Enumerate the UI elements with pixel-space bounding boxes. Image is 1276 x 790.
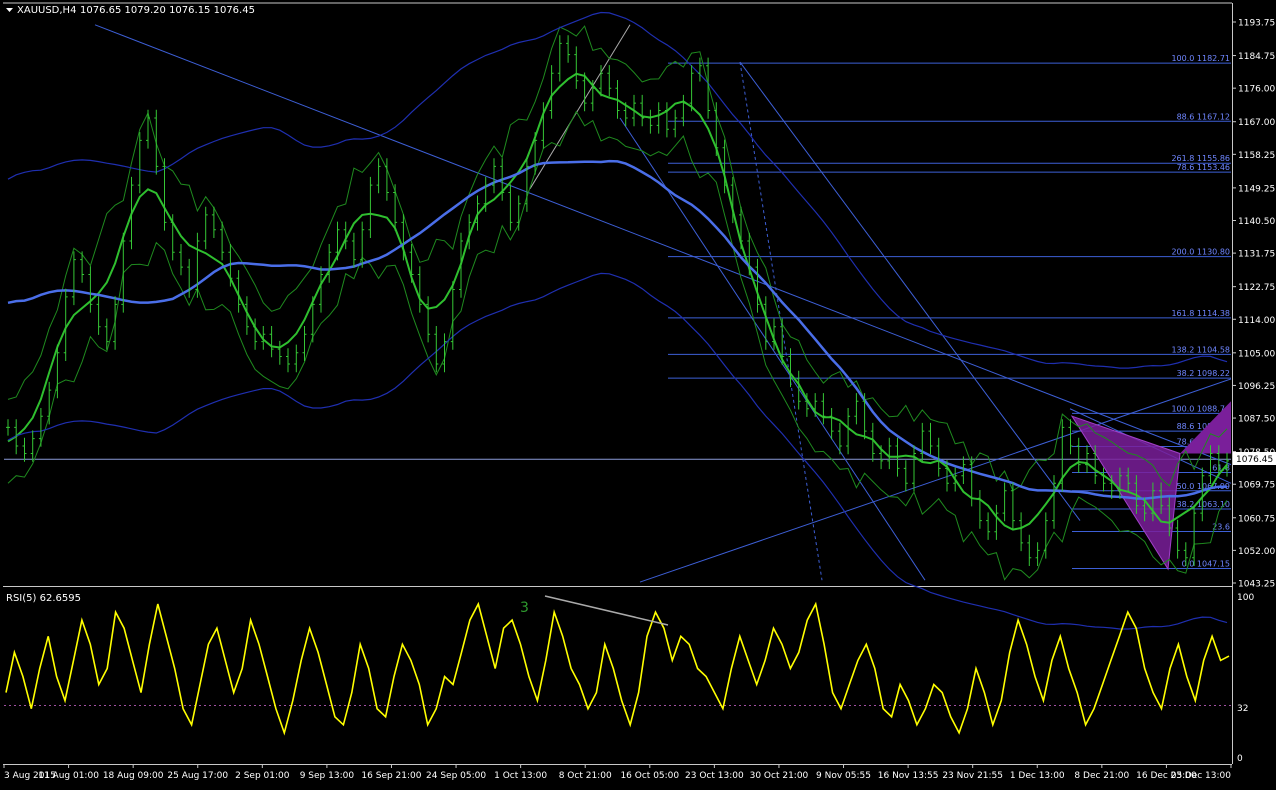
symbol-label: XAUUSD,H4 (17, 5, 76, 16)
price-tick-label: 1193.75 (1238, 19, 1275, 29)
fib-level-label: 161.8 1114.38 (1171, 309, 1230, 318)
price-tick-label: 1052.00 (1238, 547, 1275, 557)
time-tick-label: 1 Oct 13:00 (494, 771, 547, 781)
price-tick-label: 1176.00 (1238, 85, 1275, 95)
time-tick-label: 30 Oct 21:00 (750, 771, 809, 781)
price-bars-layer (6, 35, 1229, 566)
time-tick-label: 25 Aug 17:00 (167, 771, 228, 781)
time-tick-label: 11 Aug 01:00 (38, 771, 99, 781)
price-tick-label: 1043.25 (1238, 580, 1275, 590)
ohlc-readout: 1076.65 1079.20 1076.15 1076.45 (80, 5, 255, 16)
rsi-level-high: 100 (1237, 593, 1254, 603)
price-tick-label: 1167.00 (1238, 118, 1275, 128)
fib-level-label: 138.2 1104.58 (1171, 345, 1230, 354)
price-tick-label: 1158.25 (1238, 151, 1275, 161)
price-tick-label: 1114.00 (1238, 316, 1275, 326)
envelope-lower (7, 272, 1228, 630)
price-axis: 1193.75 1184.75 1176.00 1167.00 1158.25 1149.… (1232, 19, 1275, 590)
price-tick-label: 1131.75 (1238, 250, 1275, 260)
fib-level-label: 200.0 1130.80 (1171, 248, 1230, 257)
time-tick-label: 16 Nov 13:55 (878, 771, 939, 781)
fib-level-label: 88.6 1084.01 (1177, 422, 1230, 431)
price-tick-label: 1122.75 (1238, 283, 1275, 293)
time-tick-label: 8 Dec 21:00 (1074, 771, 1129, 781)
fib-level-label: 0.0 1047.15 (1182, 559, 1230, 568)
fibonacci-levels-layer: 100.0 1182.71 88.6 1167.12 261.8 1155.8678… (4, 54, 1231, 569)
fib-level-label: 100.0 1182.71 (1171, 54, 1230, 63)
time-tick-label: 3 Aug 2015 (4, 771, 56, 781)
trendline-channel-1 (619, 117, 926, 581)
bollinger-upper-band (7, 25, 1228, 492)
rsi-level-low: 0 (1237, 754, 1243, 764)
trendline-long-descending (94, 24, 1232, 466)
bollinger-lower-band (7, 110, 1228, 581)
time-tick-label: 1 Dec 13:00 (1010, 771, 1065, 781)
fib-level-label: 38.2 1098.22 (1177, 369, 1230, 378)
indicators-layer (7, 11, 1228, 630)
envelope-upper (7, 11, 1228, 369)
price-tick-label: 1087.50 (1238, 415, 1275, 425)
price-tick-label: 1140.50 (1238, 217, 1275, 227)
rsi-panel (4, 595, 1231, 736)
wave-label: 3 (520, 600, 529, 616)
rsi-label: RSI(5) 62.6595 (6, 593, 81, 604)
triangle-pattern-extension (1180, 401, 1231, 454)
rsi-line (5, 601, 1230, 736)
price-tick-label: 1149.25 (1238, 184, 1275, 194)
time-tick-label: 2 Sep 01:00 (235, 771, 290, 781)
fib-level-label: 61.8 (1212, 463, 1230, 472)
menu-triangle-icon[interactable] (6, 8, 13, 12)
fib-level-label: 100.0 1088.74 (1171, 404, 1230, 413)
price-bars-series (6, 35, 1229, 566)
fib-level-label: 50.0 1067.99 (1177, 482, 1230, 491)
time-tick-label: 23 Oct 13:00 (685, 771, 744, 781)
time-tick-label: 16 Dec 05:00 (1136, 771, 1197, 781)
fib-level-label: 38.2 1063.10 (1177, 500, 1230, 509)
moving-average-slow (7, 159, 1228, 500)
fib-level-label: 23.6 (1212, 523, 1230, 532)
time-tick-label: 8 Oct 21:00 (559, 771, 612, 781)
time-tick-label: 23 Nov 21:55 (942, 771, 1003, 781)
price-tick-label: 1105.00 (1238, 349, 1275, 359)
trendlines-layer (94, 24, 1232, 583)
current-price-tag (1233, 452, 1276, 465)
trendline-ascending (639, 378, 1232, 583)
trendline-wave-upper (529, 24, 631, 190)
current-price-value: 1076.45 (1236, 455, 1273, 465)
price-tick-label: 1184.75 (1238, 52, 1275, 62)
rsi-level-mid: 32 (1237, 704, 1248, 714)
time-tick-label: 24 Sep 05:00 (426, 771, 486, 781)
time-tick-label: 16 Oct 05:00 (620, 771, 679, 781)
price-tick-label: 1069.75 (1238, 481, 1275, 491)
price-tick-label: 1096.25 (1238, 382, 1275, 392)
rsi-divergence-line (544, 595, 669, 626)
time-tick-label: 9 Sep 13:00 (300, 771, 355, 781)
time-tick-label: 18 Aug 09:00 (103, 771, 164, 781)
fib-level-label: 88.6 1167.12 (1177, 112, 1230, 121)
time-tick-label: 16 Sep 21:00 (361, 771, 421, 781)
fib-level-label: 78.6 1153.46 (1177, 163, 1230, 172)
price-tick-label: 1060.75 (1238, 514, 1275, 524)
trendline-channel-2 (739, 61, 1081, 521)
time-tick-label: 9 Nov 05:55 (816, 771, 871, 781)
time-tick-label: 23 Dec 13:00 (1170, 771, 1231, 781)
fib-level-label: 261.8 1155.86 (1171, 154, 1230, 163)
